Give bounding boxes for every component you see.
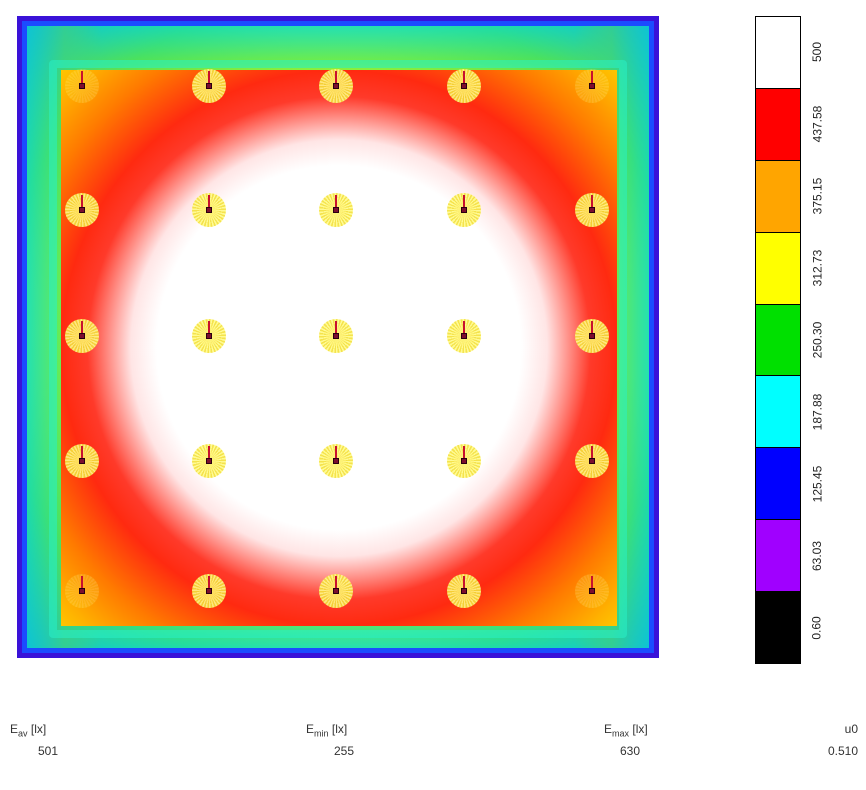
luminaire-icon	[575, 319, 609, 353]
luminaire-icon	[192, 444, 226, 478]
color-scale-label: 375.15	[810, 177, 825, 215]
luminaire-icon	[575, 574, 609, 608]
color-scale-label: 437.58	[810, 105, 825, 143]
stat-emin: Emin [lx] 255	[306, 722, 354, 758]
luminaire-icon	[65, 193, 99, 227]
luminaire-icon	[319, 69, 353, 103]
stat-emax-value: 630	[620, 744, 641, 758]
luminaire-icon	[319, 319, 353, 353]
map-rim	[49, 60, 627, 638]
color-scale-band	[756, 304, 800, 377]
luminaire-icon	[319, 444, 353, 478]
color-scale-band	[756, 592, 800, 664]
stat-emax: Emax [lx] 630	[604, 722, 648, 758]
color-scale-band	[756, 448, 800, 521]
luminaire-icon	[447, 319, 481, 353]
color-scale-label: 500	[810, 41, 824, 63]
color-scale	[755, 16, 801, 664]
stat-eav-label: Eav [lx]	[10, 722, 47, 739]
luminaire-icon	[447, 574, 481, 608]
luminaire-icon	[319, 193, 353, 227]
stat-u0-value: 0.510	[827, 744, 858, 758]
color-scale-band	[756, 160, 800, 233]
stat-emax-label: Emax [lx]	[604, 722, 648, 739]
illuminance-map	[17, 16, 659, 658]
color-scale-band	[756, 376, 800, 449]
stat-eav: Eav [lx] 501	[10, 722, 58, 758]
luminaire-icon	[575, 444, 609, 478]
color-scale-band	[756, 88, 800, 161]
color-scale-band	[756, 232, 800, 305]
luminaire-icon	[447, 69, 481, 103]
stat-emin-value: 255	[334, 744, 355, 758]
stat-eav-value: 501	[38, 744, 59, 758]
color-scale-label: 250.30	[810, 321, 825, 359]
color-scale-band	[756, 520, 800, 593]
stat-u0: u0 0.510	[814, 722, 858, 758]
luminaire-icon	[447, 193, 481, 227]
color-scale-label: 125.45	[810, 465, 825, 503]
luminaire-icon	[192, 69, 226, 103]
luminaire-icon	[575, 69, 609, 103]
luminaire-icon	[65, 69, 99, 103]
color-scale-label: 187.88	[810, 393, 825, 431]
luminaire-icon	[192, 193, 226, 227]
color-scale-label: 312.73	[810, 249, 825, 287]
luminaire-icon	[192, 319, 226, 353]
luminaire-icon	[319, 574, 353, 608]
luminaire-icon	[65, 444, 99, 478]
luminaire-icon	[65, 319, 99, 353]
color-scale-label: 0.60	[809, 616, 824, 640]
luminaire-icon	[65, 574, 99, 608]
color-scale-label: 63.03	[810, 540, 824, 572]
stat-emin-label: Emin [lx]	[306, 722, 348, 739]
luminaire-icon	[192, 574, 226, 608]
stat-u0-label: u0	[844, 722, 858, 736]
color-scale-band	[756, 17, 800, 89]
luminaire-icon	[575, 193, 609, 227]
luminaire-icon	[447, 444, 481, 478]
